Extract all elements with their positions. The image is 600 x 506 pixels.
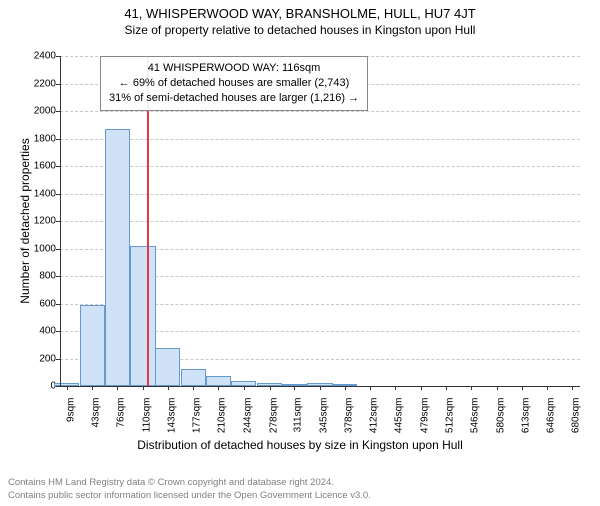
gridline <box>60 221 580 222</box>
x-tick-label: 278sqm <box>268 398 279 434</box>
histogram-bar <box>130 246 155 386</box>
x-tick-label: 613sqm <box>520 398 531 434</box>
footer-line-2: Contains public sector information licen… <box>8 490 371 502</box>
x-tick-label: 378sqm <box>343 398 354 434</box>
x-tick-label: 512sqm <box>444 398 455 434</box>
y-axis-label: Number of detached properties <box>18 138 32 303</box>
y-tick-label: 1200 <box>34 216 56 227</box>
gridline <box>60 111 580 112</box>
x-tick-label: 43sqm <box>91 398 102 428</box>
y-tick-label: 600 <box>39 298 56 309</box>
annotation-line-1: 41 WHISPERWOOD WAY: 116sqm <box>109 61 359 76</box>
x-tick-label: 580sqm <box>496 398 507 434</box>
x-tick-label: 345sqm <box>319 398 330 434</box>
x-tick-label: 210sqm <box>217 398 228 434</box>
gridline <box>60 194 580 195</box>
gridline <box>60 139 580 140</box>
histogram-bar <box>105 129 130 386</box>
histogram-bar <box>206 376 231 386</box>
annotation-box: 41 WHISPERWOOD WAY: 116sqm ← 69% of deta… <box>100 56 368 111</box>
x-tick-label: 680sqm <box>571 398 582 434</box>
page-title: 41, WHISPERWOOD WAY, BRANSHOLME, HULL, H… <box>0 6 600 21</box>
footer-line-1: Contains HM Land Registry data © Crown c… <box>8 477 371 489</box>
x-tick-label: 76sqm <box>116 398 127 428</box>
y-tick-label: 2200 <box>34 78 56 89</box>
y-tick-label: 1000 <box>34 243 56 254</box>
y-axis-line <box>60 56 61 386</box>
y-tick-label: 400 <box>39 326 56 337</box>
y-tick-label: 200 <box>39 353 56 364</box>
x-tick-label: 110sqm <box>141 398 152 433</box>
x-tick-label: 9sqm <box>65 398 76 422</box>
x-tick-label: 244sqm <box>242 398 253 434</box>
y-tick-label: 1400 <box>34 188 56 199</box>
x-tick-label: 177sqm <box>192 398 203 434</box>
y-tick-label: 1600 <box>34 161 56 172</box>
x-axis-line <box>60 386 580 387</box>
footer-attribution: Contains HM Land Registry data © Crown c… <box>8 477 371 502</box>
histogram-bar <box>181 369 206 386</box>
x-axis-label: Distribution of detached houses by size … <box>0 438 600 452</box>
histogram-bar <box>155 348 180 387</box>
y-tick-label: 800 <box>39 271 56 282</box>
annotation-line-2: ← 69% of detached houses are smaller (2,… <box>109 76 359 91</box>
y-tick-label: 2000 <box>34 106 56 117</box>
x-tick-label: 445sqm <box>394 398 405 434</box>
page-subtitle: Size of property relative to detached ho… <box>0 23 600 37</box>
x-tick-label: 546sqm <box>470 398 481 434</box>
y-tick-label: 2400 <box>34 51 56 62</box>
x-tick-label: 646sqm <box>545 398 556 434</box>
gridline <box>60 166 580 167</box>
x-tick-label: 311sqm <box>293 398 304 433</box>
x-tick-label: 412sqm <box>369 398 380 434</box>
annotation-line-3: 31% of semi-detached houses are larger (… <box>109 91 359 106</box>
x-tick-label: 479sqm <box>419 398 430 434</box>
x-tick-label: 143sqm <box>166 398 177 434</box>
y-tick-label: 1800 <box>34 133 56 144</box>
histogram-bar <box>80 305 105 386</box>
